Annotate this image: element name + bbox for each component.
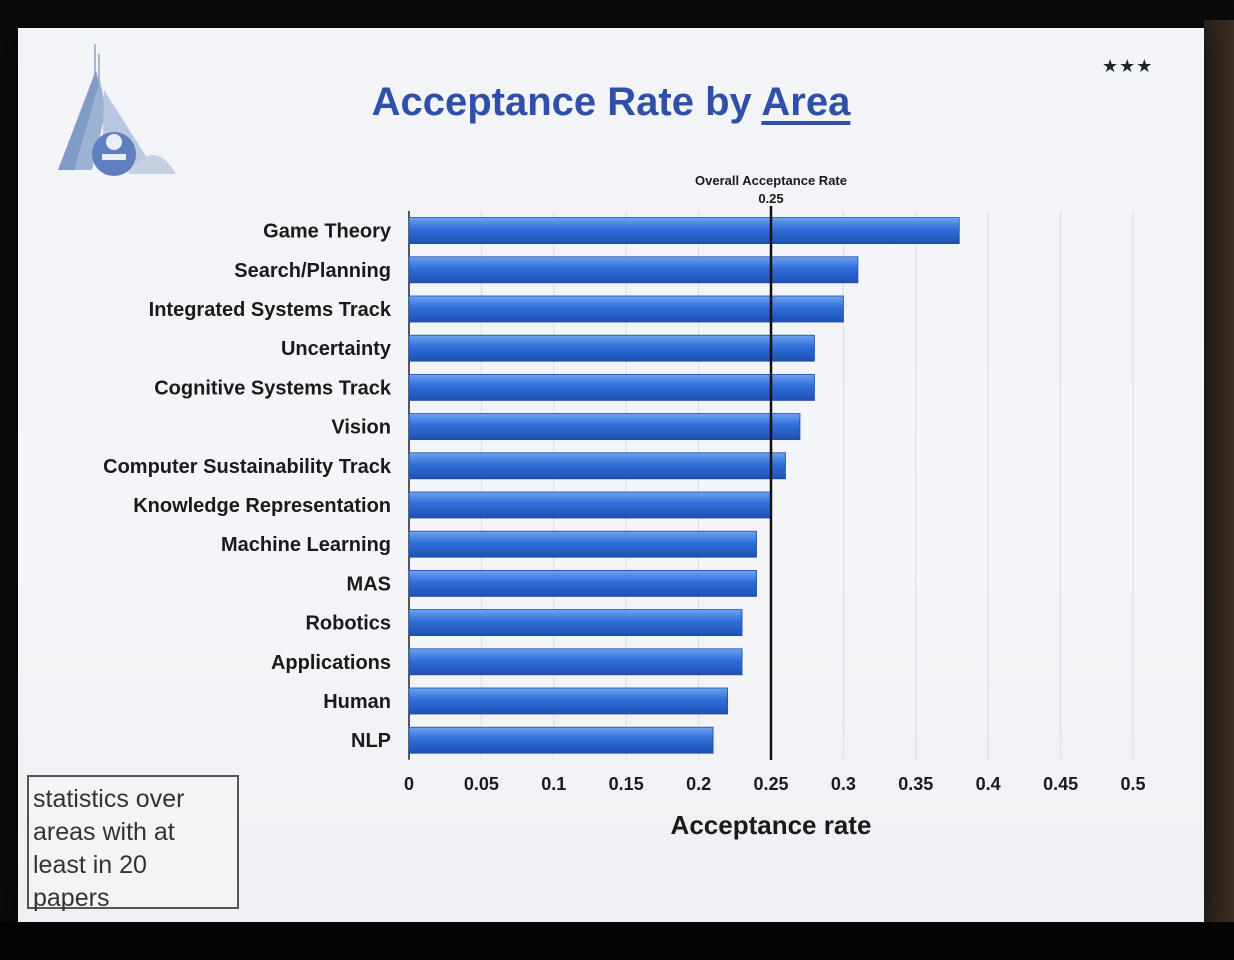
x-tick-label: 0.15 bbox=[609, 774, 644, 794]
rating-stars: ★★★ bbox=[1102, 56, 1154, 76]
x-tick-label: 0.35 bbox=[898, 774, 933, 794]
y-tick-label: Applications bbox=[271, 652, 391, 674]
x-tick-label: 0.3 bbox=[831, 774, 856, 794]
bar bbox=[408, 217, 960, 245]
y-tick-label: Knowledge Representation bbox=[133, 495, 391, 517]
y-tick-label: Human bbox=[323, 691, 391, 713]
y-tick-label: NLP bbox=[351, 730, 391, 752]
slide-title: Acceptance Rate by Area bbox=[18, 80, 1204, 125]
bar bbox=[408, 570, 757, 597]
title-prefix: Acceptance Rate by bbox=[371, 80, 762, 124]
x-tick-label: 0.1 bbox=[541, 774, 566, 794]
bar bbox=[408, 609, 743, 636]
x-tick-label: 0.2 bbox=[686, 774, 711, 794]
reference-line-value: 0.25 bbox=[758, 191, 783, 206]
bar bbox=[408, 648, 743, 676]
bar bbox=[408, 413, 801, 441]
y-tick-label: Computer Sustainability Track bbox=[103, 456, 392, 478]
bar-chart: Game Theory Search/Planning Integrated Sys… bbox=[103, 173, 1145, 840]
y-tick-label: Cognitive Systems Track bbox=[154, 377, 392, 399]
bar bbox=[408, 295, 844, 323]
title-area: Area bbox=[761, 80, 851, 124]
bar bbox=[408, 334, 815, 362]
bar bbox=[408, 452, 786, 480]
background-bottom bbox=[0, 922, 1234, 960]
bar bbox=[408, 687, 728, 715]
y-tick-label: Search/Planning bbox=[234, 260, 391, 282]
bar bbox=[408, 491, 772, 519]
bar bbox=[408, 726, 714, 754]
x-tick-label: 0.5 bbox=[1120, 774, 1145, 794]
y-tick-label: Game Theory bbox=[263, 221, 392, 243]
reference-line-label: Overall Acceptance Rate bbox=[695, 173, 847, 188]
x-tick-label: 0.45 bbox=[1043, 774, 1078, 794]
y-tick-label: Machine Learning bbox=[221, 534, 391, 556]
y-tick-label: Uncertainty bbox=[281, 338, 392, 360]
background-edge bbox=[1204, 20, 1234, 925]
y-tick-label: Integrated Systems Track bbox=[149, 299, 392, 321]
y-tick-label: Vision bbox=[331, 417, 391, 439]
y-tick-label: MAS bbox=[347, 573, 391, 595]
y-tick-label: Robotics bbox=[305, 613, 391, 635]
x-tick-label: 0.4 bbox=[976, 774, 1001, 794]
slide: ★★★ Acceptance Rate by Area Game Theory S… bbox=[18, 28, 1204, 922]
conference-logo-icon bbox=[58, 44, 176, 176]
x-tick-label: 0 bbox=[404, 774, 414, 794]
x-axis-label: Acceptance rate bbox=[671, 810, 872, 840]
x-tick-label: 0.05 bbox=[464, 774, 499, 794]
note-box: statistics over areas with at least in 2… bbox=[27, 775, 239, 912]
x-tick-label: 0.25 bbox=[753, 774, 788, 794]
bar bbox=[408, 373, 815, 401]
bar bbox=[408, 530, 757, 558]
bar bbox=[408, 256, 859, 284]
